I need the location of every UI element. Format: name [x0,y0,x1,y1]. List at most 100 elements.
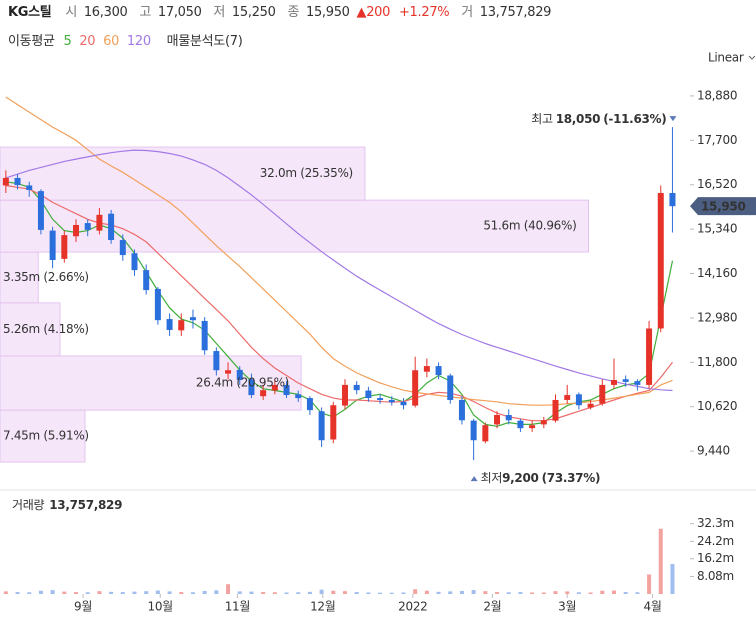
profile-toggle[interactable]: 매물분석도(7) [167,34,243,49]
high-change: (-11.63%) [603,112,666,126]
volume-bar [120,592,125,594]
candle-body [213,351,220,371]
volume-bar [249,591,254,594]
volume-bar [647,574,652,594]
profile-bar [0,146,366,201]
low-label: 최저 [481,471,502,485]
volume-bar [623,592,628,594]
volume-bar [50,590,55,594]
legend-entry[interactable]: 120 [127,34,151,49]
volume-bar [179,592,184,594]
candle-body [189,317,196,321]
volume-tick-label: 32.3m [697,516,734,530]
volume-bar [448,591,453,594]
y-tick-label: 15,340 [697,222,737,236]
candle-body [423,366,430,372]
legend-title: 이동평균 [8,34,55,49]
quote-header: KG스틸 시 16,300 고 17,050 저 15,250 종 15,950… [8,5,551,20]
change: ▲200 [357,5,391,20]
candle-body [178,320,185,331]
x-tick-label: 10월 [148,600,173,614]
candle-body [166,319,173,330]
candle-body [283,384,290,396]
volume-bar [518,592,523,594]
volume-bar [167,591,172,594]
scale-select[interactable]: Linear [708,51,744,65]
legend-entry[interactable]: 60 [103,34,119,49]
field-value: 15,950 [306,5,350,20]
profile-label: 5.26m (4.18%) [3,322,89,336]
candle-body [575,394,582,406]
volume-bar [635,592,640,594]
candle-body [119,240,126,256]
volume-bar [38,590,43,594]
y-tick-label: 18,880 [697,88,737,102]
candle-body [236,369,243,381]
volume-bar [296,592,301,594]
volume-bar [85,592,90,594]
candle-body [400,401,407,406]
volume-bar [611,590,616,594]
low-change: (73.37%) [542,471,601,485]
legend-entry[interactable]: 5 [63,34,71,49]
volume-bar [284,592,289,594]
candle-body [587,403,594,408]
candle-body [470,420,477,441]
low-annotation: 최저9,200 (73.37%) [481,471,601,485]
x-tick-label: 4월 [644,600,662,614]
candle-body [342,384,348,406]
candle-body [482,425,489,442]
volume-bar [132,591,137,594]
profile-label: 7.45m (5.91%) [3,429,89,443]
x-tick-label: 3월 [558,600,576,614]
candle-body [96,214,103,231]
volume-bar [74,592,79,594]
y-tick-label: 9,440 [697,444,730,458]
stock-name: KG스틸 [8,5,51,20]
x-tick-label: 12월 [310,600,335,614]
volume-label: 거래량 [12,498,44,512]
volume-tick-label: 8.08m [697,569,734,583]
candle-body [552,399,559,421]
ma-line [5,149,673,392]
volume-bar [588,592,593,594]
candle-body [154,288,161,321]
volume-bar [471,590,476,594]
candle-body [657,192,664,329]
volume-bar [261,592,266,594]
volume-total: 13,757,829 [49,498,122,512]
candle-body [61,235,68,259]
volume-title: 거래량 13,757,829 [12,498,122,512]
profile-label: 26.4m (20.95%) [196,376,289,390]
volume-tick-label: 24.2m [697,534,734,548]
dropdown-chevron [748,55,756,60]
candle-body [435,366,442,376]
volume-bar [506,592,511,594]
x-tick-label: 2월 [483,600,501,614]
candle-body [2,177,9,186]
candle-body [517,420,524,429]
volume-bar [424,590,429,594]
candle-body [365,390,372,399]
y-tick-label: 12,980 [697,310,737,324]
volume-bar [190,592,195,594]
volume-bar [27,592,32,594]
candle-body [388,399,395,403]
volume-bar [15,592,20,594]
candle-body [271,384,278,391]
price-plot: 7.45m (5.91%) 26.4m (20.95%) 5.26m (4.18%)… [0,96,676,463]
volume-bar [237,591,242,594]
volume-bar [214,590,219,594]
volume-bar [670,564,675,594]
last-price-label: 15,950 [701,200,746,214]
field-key: 시 [65,5,77,20]
x-tick-label: 11월 [225,600,250,614]
candle-body [84,223,91,230]
legend-entry[interactable]: 20 [79,34,95,49]
candle-body [131,253,138,271]
candle-body [248,379,255,396]
candle-body [260,390,267,397]
volume-bar [3,591,8,594]
candle-body [634,381,641,385]
